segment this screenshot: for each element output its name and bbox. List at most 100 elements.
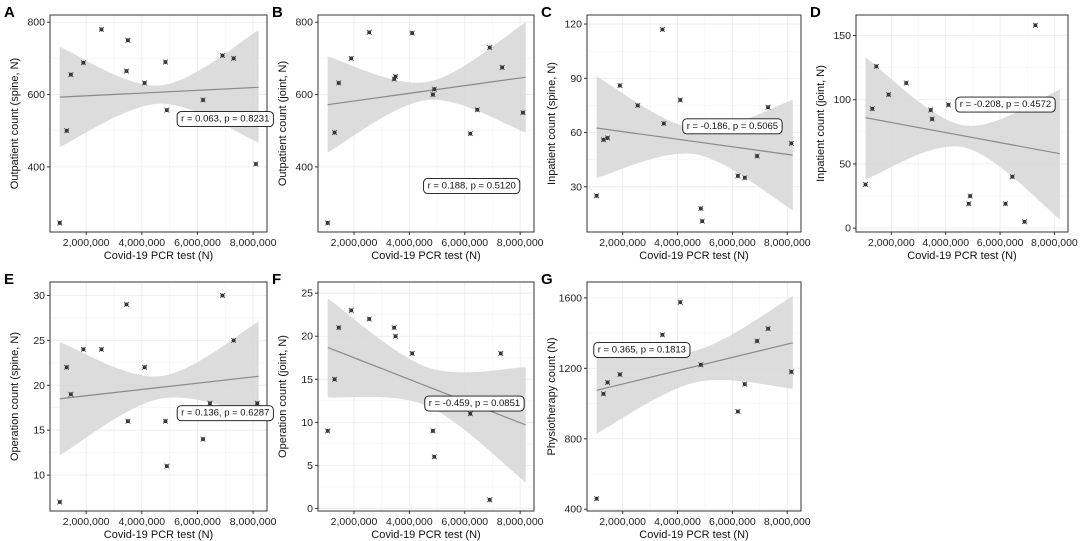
data-point <box>498 350 504 357</box>
data-point-stroke <box>617 371 623 378</box>
data-point-stroke <box>593 495 600 502</box>
data-point-stroke <box>498 350 504 357</box>
data-point <box>754 153 760 159</box>
y-tick-label: 10 <box>301 417 313 429</box>
x-tick-label: 4,000,000 <box>654 237 701 249</box>
data-point-stroke <box>659 26 666 33</box>
data-point-stroke <box>64 128 70 134</box>
regression-line <box>59 86 259 98</box>
data-point <box>788 140 795 147</box>
plot-border <box>49 281 268 512</box>
data-point-stroke <box>219 292 226 299</box>
data-point <box>125 418 131 424</box>
data-point-stroke <box>80 60 87 66</box>
data-point <box>754 338 760 344</box>
data-point <box>230 337 237 344</box>
data-point-stroke <box>967 193 973 199</box>
data-point-stroke <box>754 338 760 344</box>
data-point <box>520 109 526 116</box>
data-point <box>604 379 611 386</box>
x-tick-label: 4,000,000 <box>118 516 165 528</box>
data-point <box>366 316 372 322</box>
y-tick-label: 15 <box>301 374 313 386</box>
correlation-box <box>682 118 783 135</box>
data-point <box>677 299 683 305</box>
data-point-stroke <box>467 130 473 137</box>
data-point <box>123 301 130 308</box>
data-point-stroke <box>430 91 436 98</box>
x-tick-label: 2,000,000 <box>331 516 378 528</box>
y-tick-label: 20 <box>301 331 313 343</box>
data-point-stroke <box>57 220 63 226</box>
data-point-stroke <box>735 408 741 415</box>
data-point <box>742 175 748 181</box>
correlation-annotation: r = -0.208, p = 0.4572 <box>955 96 1056 113</box>
data-point-stroke <box>788 140 795 147</box>
y-tick-label: 600 <box>27 89 45 101</box>
data-point <box>600 137 607 143</box>
plot-border <box>586 281 802 512</box>
panel-label: B <box>272 4 283 21</box>
data-point <box>162 418 169 424</box>
regression-line <box>596 127 793 156</box>
plot-border <box>855 14 1069 233</box>
data-point-stroke <box>1009 174 1015 180</box>
data-point-stroke <box>862 181 869 188</box>
x-axis-title: Covid-19 PCR test (N) <box>907 250 1016 262</box>
data-point-stroke <box>873 63 880 70</box>
data-point-stroke <box>200 436 206 442</box>
data-point-stroke <box>141 80 148 86</box>
regression-line <box>327 346 526 426</box>
data-point-stroke <box>677 299 683 305</box>
x-tick-label: 6,000,000 <box>174 237 221 249</box>
data-point <box>966 201 972 207</box>
correlation-annotation: r = 0.365, p = 0.1813 <box>593 341 691 358</box>
correlation-text: r = -0.208, p = 0.4572 <box>960 99 1051 110</box>
data-point <box>617 371 623 378</box>
data-point <box>64 128 70 134</box>
data-point <box>207 400 213 406</box>
y-tick-label: 100 <box>833 94 851 106</box>
data-point <box>487 497 493 503</box>
panel-f: 2,000,000 4,000,000 6,000,000 8,000,000 0 5 10… <box>272 271 544 541</box>
confidence-band <box>59 30 259 148</box>
data-point-stroke <box>430 428 436 434</box>
data-point-stroke <box>348 307 354 314</box>
data-point-stroke <box>600 391 607 397</box>
y-tick-label: 25 <box>33 335 45 347</box>
data-point <box>141 80 148 86</box>
data-point-stroke <box>945 102 952 108</box>
data-point-stroke <box>336 80 342 86</box>
correlation-text: r = 0.136, p = 0.6287 <box>181 408 269 419</box>
y-tick-label: 150 <box>833 30 851 42</box>
data-point <box>431 86 437 92</box>
data-point <box>928 107 934 113</box>
data-point <box>325 428 331 434</box>
x-axis-title: Covid-19 PCR test (N) <box>639 250 748 262</box>
data-point <box>698 205 704 212</box>
data-point-stroke <box>788 369 795 375</box>
y-tick-label: 1200 <box>559 363 583 375</box>
data-point-stroke <box>392 73 399 80</box>
data-point <box>331 129 338 136</box>
plot-border <box>586 14 802 233</box>
x-tick-label: 2,000,000 <box>868 237 915 249</box>
panel-d: 2,000,000 4,000,000 6,000,000 8,000,000 0 50 1… <box>810 4 1078 262</box>
y-tick-label: 400 <box>27 161 45 173</box>
confidence-band <box>596 296 793 434</box>
x-tick-label: 4,000,000 <box>118 237 165 249</box>
data-point <box>331 376 338 382</box>
x-axis-title: Covid-19 PCR test (N) <box>371 250 480 262</box>
panel-label: A <box>4 4 15 21</box>
data-point <box>487 44 493 51</box>
data-point-stroke <box>331 129 338 136</box>
x-tick-label: 2,000,000 <box>63 516 110 528</box>
data-point <box>64 364 70 370</box>
plot-border <box>317 281 535 512</box>
data-point-stroke <box>164 107 170 113</box>
data-point-stroke <box>520 109 526 116</box>
x-axis-title: Covid-19 PCR test (N) <box>104 250 213 262</box>
data-point <box>735 408 741 415</box>
data-point <box>253 161 259 167</box>
y-tick-label: 5 <box>307 460 313 472</box>
